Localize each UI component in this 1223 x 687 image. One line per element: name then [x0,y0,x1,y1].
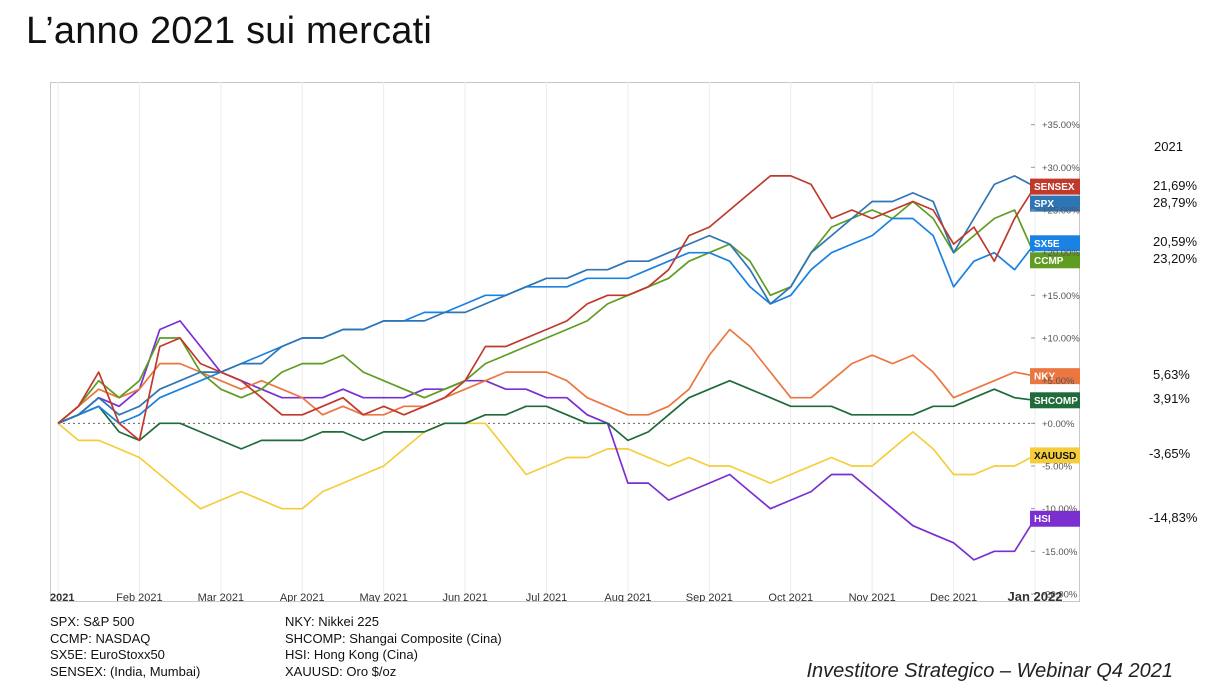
legend-item-sensex: SENSEX: (India, Mumbai) [50,663,201,679]
y-tick-label: -15.00% [1042,547,1078,558]
end-badge-nky: NKY+5.53% [1030,368,1080,385]
legend-item-sx5e: SX5E: EuroStoxx50 [50,647,165,662]
end-badge-hsi: HSI-11.18% [1030,510,1080,527]
end-badge-xauusd: XAUUSD-3.76% [1030,447,1080,464]
x-tick-label: Jul 2021 [526,592,568,602]
x-tick-label: Jun 2021 [442,592,487,602]
x-axis-ticks: 2021 Feb 2021 Mar 2021 Apr 2021 May 2021 Jun … [50,589,1062,602]
end-badge-spx: SPX+27.72% [1030,195,1080,212]
ytd-value-spx: 28,79% [1153,194,1198,210]
legend-item-nky: NKY: Nikkei 225 [285,614,379,629]
legend-item-xauusd: XAUUSD: Oro $/oz [285,663,397,679]
y-tick-label: -5.00% [1042,462,1073,473]
end-badge-bg [1030,195,1080,212]
end-badge-sensex: SENSEX+27.74% [1030,178,1080,195]
series-line-nky [57,328,1036,424]
slide-title: L’anno 2021 sui mercati [26,10,432,52]
y-tick-label: +15.00% [1042,291,1080,302]
end-badge-bg [1030,235,1080,252]
x-tick-label: May 2021 [360,592,408,602]
x-tick-label: Feb 2021 [116,592,162,602]
ytd-value-hsi: -14,83% [1149,509,1198,525]
x-tick-label: Sep 2021 [686,592,733,602]
x-tick-label: Aug 2021 [604,592,651,602]
end-badge-label: SHCOMP [1034,396,1078,407]
legend-column-left: SPX: S&P 500 CCMP: NASDAQ SX5E: EuroStox… [50,614,200,680]
x-tick-label: Mar 2021 [198,592,244,602]
legend-item-ccmp: CCMP: NASDAQ [50,630,151,646]
series-layer [57,175,1036,561]
end-badge-sx5e: SX5E+21.10% [1030,235,1080,252]
legend-item-spx: SPX: S&P 500 [50,614,135,629]
end-badge-ccmp: CCMP+19.61% [1030,252,1080,269]
legend-item-hsi: HSI: Hong Kong (Cina) [285,647,418,662]
end-badge-bg [1030,510,1080,527]
end-badge-label: XAUUSD [1034,451,1076,462]
y-tick-label: +30.00% [1042,163,1080,174]
y-tick-label: -10.00% [1042,504,1078,515]
ytd-value-xauusd: -3,65% [1149,446,1191,462]
ytd-value-sx5e: 20,59% [1153,234,1198,250]
end-badge-label: SPX [1034,199,1054,210]
x-tick-label: Jan 2022 [1008,589,1063,602]
series-line-ccmp [57,200,1036,424]
y-tick-label: +5.00% [1042,376,1075,387]
series-line-sensex [57,175,1036,442]
y-tick-label: +0.00% [1042,419,1075,430]
end-badge-bg [1030,447,1080,464]
performance-chart: SENSEX+27.74%SPX+27.72%SX5E+21.10%CCMP+1… [50,82,1080,602]
x-tick-label: Oct 2021 [768,592,813,602]
y-tick-label: +10.00% [1042,334,1080,345]
end-badge-bg [1030,178,1080,195]
ytd-value-sensex: 21,69% [1153,177,1198,193]
end-badge-label: SENSEX [1034,182,1075,193]
series-line-xauusd [57,422,1036,510]
x-tick-label: Apr 2021 [280,592,325,602]
end-badge-bg [1030,368,1080,385]
ytd-value-nky: 5,63% [1153,367,1190,383]
end-badge-bg [1030,392,1080,409]
y-tick-label: +20.00% [1042,248,1080,259]
ytd-value-shcomp: 3,91% [1153,391,1190,407]
footer-note: Investitore Strategico – Webinar Q4 2021 [806,660,1173,682]
x-tick-label: Dec 2021 [930,592,977,602]
y-tick-label: -20.00% [1042,590,1078,601]
end-badge-bg [1030,252,1080,269]
ytd-value-ccmp: 23,20% [1153,251,1198,267]
legend-column-right: NKY: Nikkei 225 SHCOMP: Shangai Composit… [285,614,502,680]
x-tick-label: 2021 [50,592,74,602]
badge-layer: SENSEX+27.74%SPX+27.72%SX5E+21.10%CCMP+1… [1030,178,1080,527]
end-badge-label: SX5E [1034,239,1060,250]
y-axis-ticks: +35.00% +30.00% +25.00% +20.00% +15.00% +10.0… [1031,120,1080,601]
series-line-shcomp [57,379,1036,450]
end-badge-label: CCMP [1034,256,1064,267]
end-badge-shcomp: SHCOMP+2.70% [1030,392,1080,409]
end-badge-label: NKY [1034,372,1055,383]
ytd-column-header: 2021 [1154,139,1183,154]
legend-item-shcomp: SHCOMP: Shangai Composite (Cina) [285,630,502,646]
end-badge-label: HSI [1034,514,1051,525]
chart-border [50,82,1080,602]
x-tick-label: Nov 2021 [849,592,896,602]
y-tick-label: +25.00% [1042,206,1080,217]
y-tick-label: +35.00% [1042,120,1080,131]
